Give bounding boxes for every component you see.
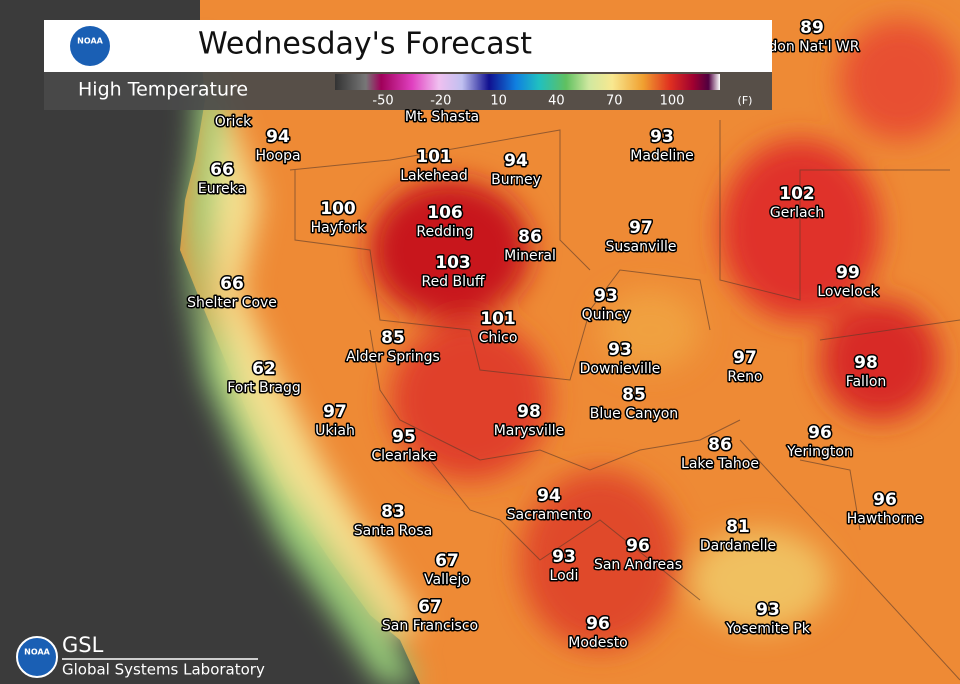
city-temp: 93 [756,600,780,620]
city-temp: 86 [518,227,542,247]
city-name: Shelter Cove [187,295,277,311]
city-name: Hoopa [255,148,300,164]
city-name: Yerington [786,444,853,460]
noaa-logo-text: NOAA [77,37,103,46]
subtitle: High Temperature [78,79,248,101]
legend-tick-label: 100 [660,94,685,109]
legend-tick-label: 70 [606,94,623,109]
city-temp: 62 [252,359,276,379]
city-name: Fort Bragg [227,380,301,396]
title: Wednesday's Forecast [198,27,532,62]
colorbar [335,74,720,90]
city-temp: 106 [427,203,463,223]
legend-tick-label: 10 [490,94,507,109]
city-name: Lovelock [817,284,879,300]
city-temp: 94 [266,127,290,147]
city-name: Vallejo [424,572,470,588]
city-temp: 98 [854,353,878,373]
city-temp: 81 [726,517,750,537]
city-temp: 98 [517,402,541,422]
city-name: Lake Tahoe [681,456,759,472]
city-temp: 93 [552,547,576,567]
city-temp: 99 [836,263,860,283]
city-name: Quincy [582,307,631,323]
city-name: Fallon [846,374,887,390]
lab-short: GSL [62,633,104,657]
noaa-logo [70,26,110,66]
city-temp: 86 [708,435,732,455]
city-name: Madeline [630,148,693,164]
city-name: Blue Canyon [590,406,678,422]
city-name: Hayfork [311,220,367,236]
city-name: San Andreas [594,557,682,573]
footer-logo-text: NOAA [24,648,50,657]
city-name: Gerlach [770,205,824,221]
city-name: Mineral [504,248,556,264]
city-name: Modesto [568,635,628,651]
city-temp: 101 [416,147,452,167]
city-temp: 97 [629,218,653,238]
city-temp: 93 [608,340,632,360]
city-temp: 96 [586,614,610,634]
city-name: Downieville [580,361,661,377]
city-temp: 102 [779,184,815,204]
city-name: Chico [479,330,518,346]
city-temp: 85 [622,385,646,405]
city-name: Alder Springs [346,349,440,365]
city-name: Ukiah [315,423,355,439]
legend-tick-label: -20 [430,94,451,109]
city-name: Yosemite Pk [725,621,811,637]
city-name: Dardanelle [700,538,776,554]
city-name: Marysville [494,423,565,439]
lab-name: Global Systems Laboratory [62,661,265,679]
city-temp: 97 [323,402,347,422]
city-name: Orick [215,114,252,130]
city-name: Redding [416,224,473,240]
legend-tick-label: -50 [372,94,393,109]
city-temp: 95 [392,427,416,447]
city-name: Clearlake [371,448,436,464]
city-name: Eureka [198,181,246,197]
footer-logo [16,636,58,678]
city-temp: 94 [537,486,561,506]
city-temp: 67 [418,597,442,617]
city-temp: 67 [435,551,459,571]
legend-tick-label: 40 [548,94,565,109]
city-name: Red Bluff [421,274,484,290]
city-temp: 94 [504,151,528,171]
city-temp: 66 [220,274,244,294]
city-temp: 93 [594,286,618,306]
city-temp: 97 [733,348,757,368]
city-name: Burney [491,172,541,188]
city-name: ldon Nat'l WR [765,39,860,55]
city-name: Mt. Shasta [405,109,479,125]
city-temp: 103 [435,253,471,273]
city-name: Lakehead [400,168,468,184]
city-name: Reno [727,369,762,385]
city-name: Lodi [550,568,579,584]
city-temp: 96 [873,490,897,510]
city-temp: 101 [480,309,516,329]
title-banner [44,20,772,72]
legend-unit: (F) [738,94,753,107]
city-name: San Francisco [382,618,478,634]
city-temp: 83 [381,502,405,522]
city-name: Hawthorne [847,511,923,527]
city-temp: 93 [650,127,674,147]
city-name: Sacramento [507,507,592,523]
city-temp: 66 [210,160,234,180]
city-name: Santa Rosa [354,523,432,539]
city-temp: 85 [381,328,405,348]
county-lines [289,120,960,681]
city-temp: 89 [800,18,824,38]
city-temp: 100 [320,199,356,219]
city-temp: 96 [626,536,650,556]
city-temp: 96 [808,423,832,443]
city-name: Susanville [605,239,676,255]
